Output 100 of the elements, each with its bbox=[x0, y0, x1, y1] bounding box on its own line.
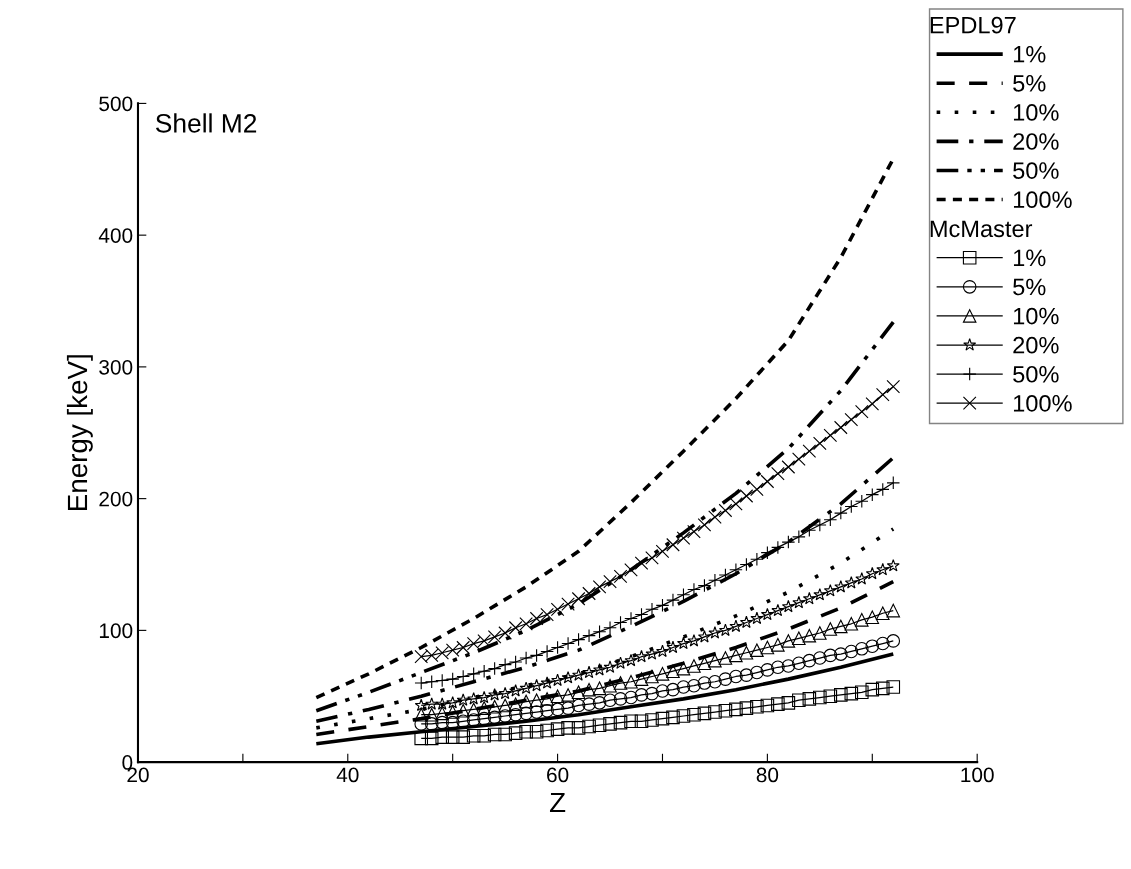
point bbox=[635, 649, 649, 663]
point bbox=[855, 572, 869, 585]
point bbox=[781, 634, 796, 648]
point bbox=[813, 690, 827, 705]
point bbox=[781, 696, 796, 710]
point bbox=[445, 643, 460, 657]
point bbox=[865, 566, 879, 580]
point bbox=[697, 630, 711, 643]
point bbox=[729, 669, 743, 684]
point bbox=[624, 690, 638, 705]
line-series bbox=[314, 320, 896, 713]
line-series bbox=[314, 652, 896, 746]
point bbox=[844, 616, 859, 631]
point bbox=[676, 661, 691, 676]
point bbox=[676, 680, 691, 694]
point bbox=[466, 702, 481, 717]
point bbox=[593, 663, 607, 676]
point bbox=[718, 651, 733, 665]
point bbox=[414, 698, 428, 712]
point bbox=[771, 638, 785, 652]
point bbox=[697, 676, 712, 690]
point bbox=[550, 602, 565, 617]
point bbox=[456, 703, 470, 718]
point bbox=[865, 610, 880, 625]
point bbox=[875, 681, 890, 696]
point bbox=[792, 631, 806, 646]
point bbox=[739, 668, 754, 682]
point bbox=[687, 707, 701, 722]
point bbox=[687, 678, 701, 693]
point bbox=[624, 674, 638, 689]
point bbox=[655, 644, 669, 658]
point bbox=[487, 710, 502, 725]
point bbox=[760, 663, 775, 677]
point bbox=[519, 694, 533, 709]
point bbox=[771, 603, 785, 617]
point bbox=[834, 647, 848, 661]
point bbox=[645, 669, 659, 684]
point bbox=[854, 613, 869, 627]
point bbox=[655, 684, 670, 698]
y-tick-label: 200 bbox=[99, 491, 133, 507]
point bbox=[834, 619, 848, 634]
point bbox=[424, 707, 439, 722]
point bbox=[529, 611, 544, 626]
point bbox=[550, 722, 565, 736]
point bbox=[739, 489, 754, 503]
point bbox=[802, 692, 817, 706]
point bbox=[886, 559, 900, 572]
point bbox=[592, 580, 607, 594]
point bbox=[645, 551, 659, 565]
point bbox=[771, 466, 785, 481]
y-axis-title: Energy [keV] bbox=[66, 355, 93, 510]
point bbox=[561, 597, 575, 611]
point bbox=[886, 603, 901, 618]
point bbox=[718, 503, 733, 518]
point bbox=[634, 714, 649, 729]
y-tick-label: 300 bbox=[99, 359, 133, 375]
point bbox=[687, 634, 701, 647]
point bbox=[645, 713, 659, 727]
point bbox=[571, 591, 586, 606]
point bbox=[708, 674, 722, 689]
point bbox=[771, 660, 785, 675]
point bbox=[603, 693, 617, 707]
point bbox=[823, 584, 837, 597]
point bbox=[498, 686, 512, 700]
x-tick-label: 40 bbox=[336, 767, 359, 783]
point bbox=[834, 420, 848, 435]
point bbox=[697, 518, 712, 532]
y-tick-label: 100 bbox=[99, 623, 133, 639]
point bbox=[508, 620, 523, 635]
x-axis-title: Z bbox=[549, 792, 566, 813]
point bbox=[456, 693, 470, 706]
point bbox=[729, 619, 743, 633]
point bbox=[823, 428, 838, 443]
point bbox=[750, 699, 764, 714]
point bbox=[886, 680, 901, 694]
point bbox=[424, 731, 439, 746]
point bbox=[865, 396, 880, 411]
point bbox=[750, 482, 764, 497]
point bbox=[729, 702, 743, 717]
point bbox=[781, 599, 795, 613]
x-tick-label: 60 bbox=[547, 767, 569, 783]
point bbox=[561, 670, 575, 684]
line-series bbox=[314, 579, 896, 737]
point bbox=[414, 731, 429, 746]
point bbox=[435, 706, 449, 721]
point bbox=[802, 628, 817, 643]
point bbox=[718, 703, 733, 718]
point bbox=[844, 686, 859, 701]
point bbox=[886, 634, 901, 648]
point bbox=[750, 611, 764, 625]
point bbox=[519, 681, 533, 694]
point bbox=[854, 685, 869, 700]
point bbox=[697, 706, 712, 721]
point bbox=[771, 697, 785, 711]
legend-label: 1% bbox=[1013, 249, 1046, 267]
point bbox=[613, 569, 628, 584]
point bbox=[498, 709, 512, 723]
point bbox=[614, 656, 628, 669]
point bbox=[456, 640, 470, 655]
x-tick-label: 80 bbox=[756, 767, 779, 783]
